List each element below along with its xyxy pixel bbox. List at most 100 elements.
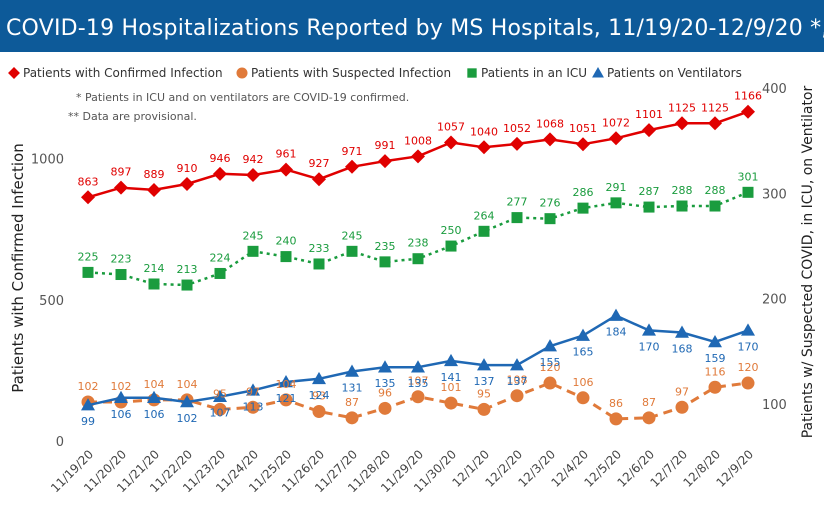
data-label-confirmed: 1125 bbox=[701, 101, 729, 114]
note-provisional: ** Data are provisional. bbox=[68, 110, 197, 123]
legend: Patients with Confirmed Infection Patient… bbox=[8, 66, 742, 80]
point-icu bbox=[280, 251, 292, 263]
point-icu bbox=[445, 240, 457, 252]
data-label-icu: 277 bbox=[507, 196, 528, 209]
point-ventilator bbox=[246, 383, 260, 396]
point-confirmed bbox=[378, 154, 392, 169]
data-label-suspected: 106 bbox=[573, 376, 594, 389]
point-confirmed bbox=[246, 167, 260, 182]
data-label-ventilator: 168 bbox=[672, 342, 693, 355]
legend-label-4: Patients on Ventilators bbox=[607, 66, 742, 80]
data-label-suspected: 95 bbox=[477, 387, 491, 400]
point-icu bbox=[82, 266, 94, 278]
point-icu bbox=[214, 267, 226, 279]
point-icu bbox=[610, 197, 622, 209]
point-ventilator bbox=[510, 358, 524, 371]
data-label-icu: 288 bbox=[672, 184, 693, 197]
data-label-confirmed: 889 bbox=[144, 168, 165, 181]
y2-tick-label: 200 bbox=[762, 293, 787, 308]
data-label-confirmed: 1008 bbox=[404, 134, 432, 147]
point-ventilator bbox=[543, 339, 557, 352]
point-suspected bbox=[741, 376, 755, 390]
point-icu bbox=[412, 253, 424, 265]
point-icu bbox=[742, 186, 754, 198]
point-confirmed bbox=[279, 162, 293, 177]
data-label-confirmed: 1125 bbox=[668, 101, 696, 114]
point-suspected bbox=[609, 412, 623, 426]
data-label-confirmed: 1101 bbox=[635, 108, 663, 121]
data-label-suspected: 108 bbox=[507, 374, 528, 387]
data-label-suspected: 95 bbox=[213, 387, 227, 400]
point-confirmed bbox=[411, 149, 425, 164]
data-label-suspected: 120 bbox=[540, 361, 561, 374]
data-label-suspected: 102 bbox=[78, 380, 99, 393]
point-confirmed bbox=[180, 177, 194, 192]
point-confirmed bbox=[81, 190, 95, 205]
data-label-suspected: 104 bbox=[276, 378, 297, 391]
point-icu bbox=[247, 245, 259, 257]
chart-title: COVID-19 Hospitalizations Reported by MS… bbox=[6, 16, 824, 41]
y-tick-label: 0 bbox=[56, 435, 64, 450]
point-ventilator bbox=[477, 358, 491, 371]
point-confirmed bbox=[345, 159, 359, 174]
data-label-icu: 240 bbox=[276, 235, 297, 248]
point-ventilator bbox=[312, 371, 326, 385]
point-ventilator bbox=[378, 360, 392, 373]
legend-marker-3 bbox=[467, 68, 477, 78]
point-confirmed bbox=[576, 137, 590, 152]
point-confirmed bbox=[312, 172, 326, 187]
point-confirmed bbox=[708, 116, 722, 131]
point-ventilator bbox=[147, 390, 161, 404]
point-ventilator bbox=[345, 364, 359, 377]
data-label-suspected: 97 bbox=[675, 385, 689, 398]
data-label-confirmed: 1057 bbox=[437, 121, 465, 134]
data-label-suspected: 96 bbox=[378, 386, 392, 399]
point-icu bbox=[115, 269, 127, 281]
data-label-ventilator: 106 bbox=[144, 408, 165, 421]
legend-marker-2 bbox=[236, 67, 248, 79]
point-confirmed bbox=[444, 135, 458, 150]
point-confirmed bbox=[675, 116, 689, 131]
point-ventilator bbox=[180, 395, 194, 408]
legend-marker-1 bbox=[8, 67, 20, 79]
point-suspected bbox=[543, 376, 557, 390]
point-icu bbox=[577, 202, 589, 214]
data-label-suspected: 104 bbox=[177, 378, 198, 391]
data-label-icu: 223 bbox=[111, 253, 132, 266]
data-label-icu: 245 bbox=[243, 229, 264, 242]
note-icu-ventilator: * Patients in ICU and on ventilators are… bbox=[76, 91, 409, 104]
data-label-suspected: 102 bbox=[111, 380, 132, 393]
data-label-ventilator: 170 bbox=[639, 340, 660, 353]
y2-tick-label: 400 bbox=[762, 82, 787, 97]
data-label-ventilator: 113 bbox=[243, 400, 264, 413]
y2-tick-label: 100 bbox=[762, 398, 787, 413]
point-ventilator bbox=[708, 334, 722, 348]
data-label-icu: 245 bbox=[342, 229, 363, 242]
data-label-suspected: 116 bbox=[705, 365, 726, 378]
point-suspected bbox=[510, 389, 524, 403]
data-label-ventilator: 137 bbox=[507, 375, 528, 388]
point-suspected bbox=[708, 380, 722, 394]
data-label-icu: 250 bbox=[441, 224, 462, 237]
y-tick-label: 500 bbox=[39, 294, 64, 309]
data-label-ventilator: 184 bbox=[606, 326, 627, 339]
point-icu bbox=[544, 213, 556, 225]
point-icu bbox=[709, 200, 721, 212]
data-label-suspected: 104 bbox=[144, 378, 165, 391]
point-ventilator bbox=[642, 323, 656, 336]
data-label-confirmed: 1166 bbox=[734, 90, 762, 103]
point-ventilator bbox=[81, 398, 95, 411]
title-bar: COVID-19 Hospitalizations Reported by MS… bbox=[0, 0, 824, 52]
data-label-ventilator: 170 bbox=[738, 340, 759, 353]
y2-tick-label: 300 bbox=[762, 187, 787, 202]
point-ventilator bbox=[114, 390, 128, 404]
point-suspected bbox=[312, 404, 326, 418]
data-label-icu: 225 bbox=[78, 250, 99, 263]
data-label-ventilator: 159 bbox=[705, 352, 726, 365]
point-confirmed bbox=[741, 104, 755, 119]
legend-label-3: Patients in an ICU bbox=[481, 66, 587, 80]
point-icu bbox=[313, 258, 325, 270]
data-label-confirmed: 961 bbox=[276, 148, 297, 161]
data-label-confirmed: 863 bbox=[78, 175, 99, 188]
point-suspected bbox=[279, 393, 293, 407]
